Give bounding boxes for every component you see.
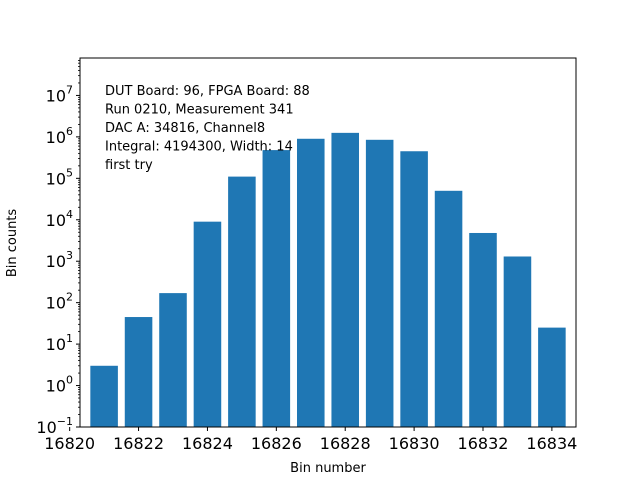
x-ticks: 16820 16822 16824 16826 16828 16830 16832 16834	[44, 427, 577, 453]
x-tick-label: 16826	[251, 434, 302, 453]
bar	[159, 293, 187, 427]
bar	[297, 138, 325, 427]
x-tick-label: 16820	[44, 434, 95, 453]
bar	[90, 365, 118, 427]
y-tick-label: 105	[46, 166, 73, 188]
bar	[469, 232, 497, 427]
y-tick-label: 103	[46, 249, 73, 271]
annotation-line: DUT Board: 96, FPGA Board: 88	[105, 84, 310, 99]
bar	[193, 221, 222, 427]
y-tick-label: 102	[46, 291, 73, 313]
bars-group	[90, 132, 566, 428]
x-tick-label: 16824	[182, 434, 233, 453]
x-tick-label: 16834	[526, 434, 577, 453]
y-tick-label: 10−1	[36, 415, 73, 437]
y-tick-label: 101	[46, 332, 73, 354]
bar	[228, 176, 256, 427]
annotation-line: Integral: 4194300, Width: 14	[105, 140, 293, 155]
plot-frame	[79, 57, 577, 428]
bar	[434, 190, 463, 427]
bar	[365, 139, 394, 427]
bar	[331, 132, 359, 428]
x-tick-label: 16832	[458, 434, 509, 453]
annotation-line: first try	[105, 158, 153, 173]
y-tick-label: 106	[46, 125, 73, 147]
x-tick-label: 16828	[320, 434, 371, 453]
bar	[538, 327, 566, 427]
y-tick-label: 100	[46, 374, 73, 396]
x-tick-label: 16830	[389, 434, 440, 453]
bar	[262, 150, 291, 427]
x-axis-label: Bin number	[290, 461, 366, 476]
y-tick-label: 107	[46, 83, 73, 105]
bar	[400, 151, 428, 427]
bar	[124, 317, 153, 427]
annotation-line: DAC A: 34816, Channel8	[105, 121, 265, 136]
x-tick-label: 16822	[113, 434, 164, 453]
annotation-box: DUT Board: 96, FPGA Board: 88 Run 0210, M…	[105, 84, 310, 173]
y-ticks: 10−1 100 101 102 103 104 105 106 107	[36, 83, 80, 437]
y-axis-label: Bin counts	[5, 209, 20, 278]
bar	[503, 256, 532, 427]
y-tick-label: 104	[46, 208, 73, 230]
annotation-line: Run 0210, Measurement 341	[105, 103, 294, 118]
